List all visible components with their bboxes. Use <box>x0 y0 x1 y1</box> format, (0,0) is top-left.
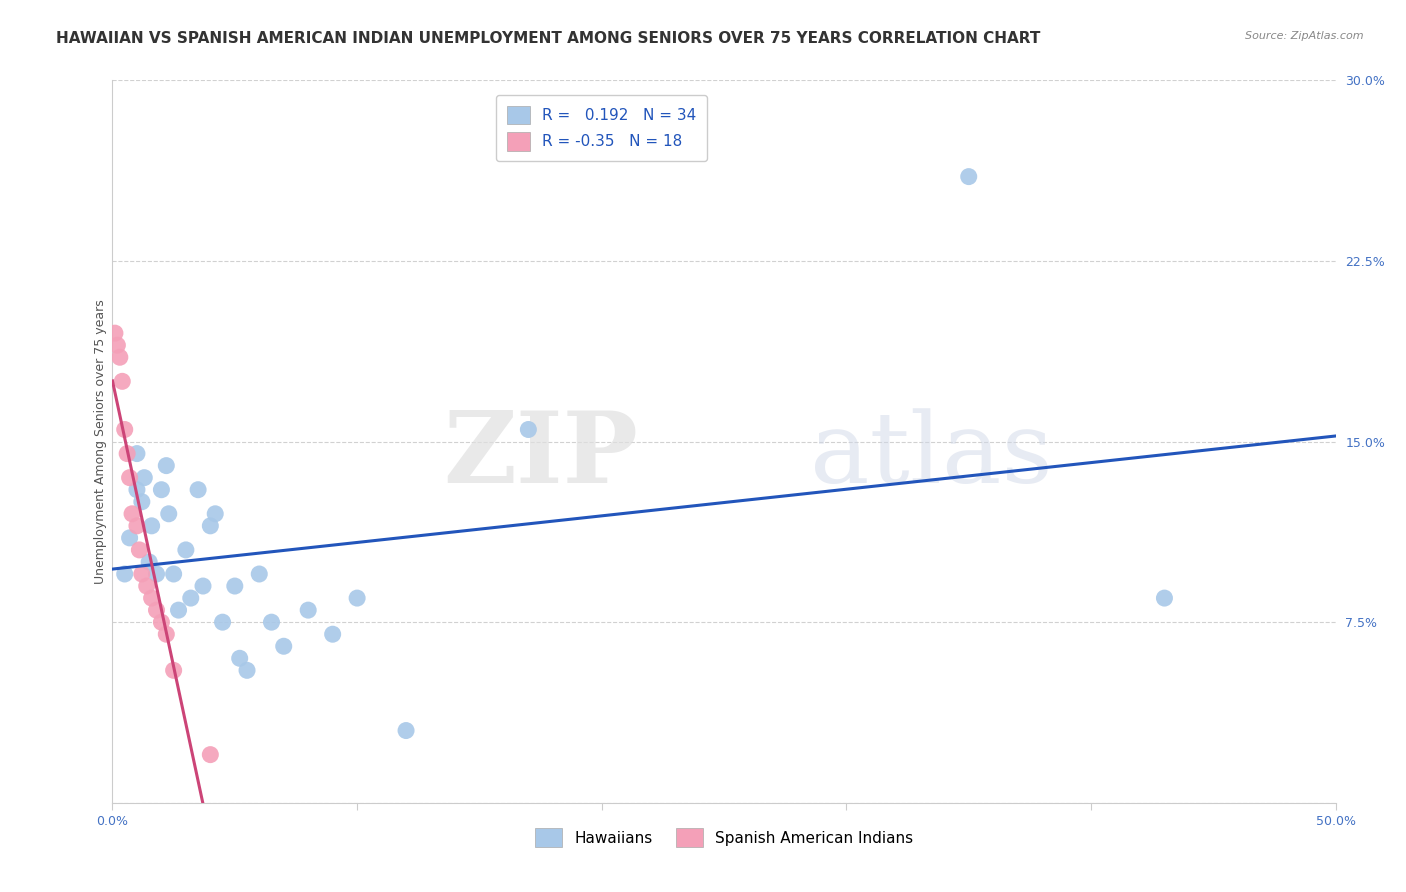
Point <box>118 531 141 545</box>
Point <box>145 603 167 617</box>
Point <box>134 470 156 484</box>
Point <box>114 567 136 582</box>
Text: atlas: atlas <box>810 409 1053 504</box>
Point <box>957 169 980 184</box>
Point <box>211 615 233 630</box>
Text: HAWAIIAN VS SPANISH AMERICAN INDIAN UNEMPLOYMENT AMONG SENIORS OVER 75 YEARS COR: HAWAIIAN VS SPANISH AMERICAN INDIAN UNEM… <box>56 31 1040 46</box>
Point <box>204 507 226 521</box>
Point <box>187 483 209 497</box>
Point <box>114 422 136 436</box>
Point <box>131 567 153 582</box>
Point <box>395 723 418 738</box>
Point <box>273 639 295 653</box>
Point <box>111 374 134 388</box>
Point <box>1153 591 1175 605</box>
Point <box>174 542 197 557</box>
Point <box>228 651 250 665</box>
Point <box>108 350 131 364</box>
Point <box>150 483 173 497</box>
Point <box>138 555 160 569</box>
Point <box>163 567 186 582</box>
Point <box>145 567 167 582</box>
Point <box>260 615 283 630</box>
Point <box>105 338 128 352</box>
Point <box>125 483 148 497</box>
Point <box>104 326 127 340</box>
Text: Source: ZipAtlas.com: Source: ZipAtlas.com <box>1246 31 1364 41</box>
Point <box>157 507 180 521</box>
Point <box>115 446 138 460</box>
Point <box>155 458 177 473</box>
Point <box>125 446 148 460</box>
Point <box>121 507 143 521</box>
Point <box>517 422 540 436</box>
Point <box>125 518 148 533</box>
Point <box>131 494 153 508</box>
Point <box>118 470 141 484</box>
Point <box>191 579 214 593</box>
Point <box>322 627 344 641</box>
Point <box>150 615 173 630</box>
Point <box>200 518 222 533</box>
Point <box>135 579 157 593</box>
Point <box>155 627 177 641</box>
Point <box>167 603 190 617</box>
Point <box>224 579 246 593</box>
Text: ZIP: ZIP <box>443 408 638 505</box>
Point <box>297 603 319 617</box>
Point <box>163 664 186 678</box>
Y-axis label: Unemployment Among Seniors over 75 years: Unemployment Among Seniors over 75 years <box>94 299 107 584</box>
Point <box>346 591 368 605</box>
Point <box>236 664 259 678</box>
Point <box>141 518 163 533</box>
Point <box>141 591 163 605</box>
Point <box>128 542 150 557</box>
Point <box>200 747 222 762</box>
Point <box>247 567 270 582</box>
Legend: Hawaiians, Spanish American Indians: Hawaiians, Spanish American Indians <box>529 822 920 853</box>
Point <box>180 591 202 605</box>
